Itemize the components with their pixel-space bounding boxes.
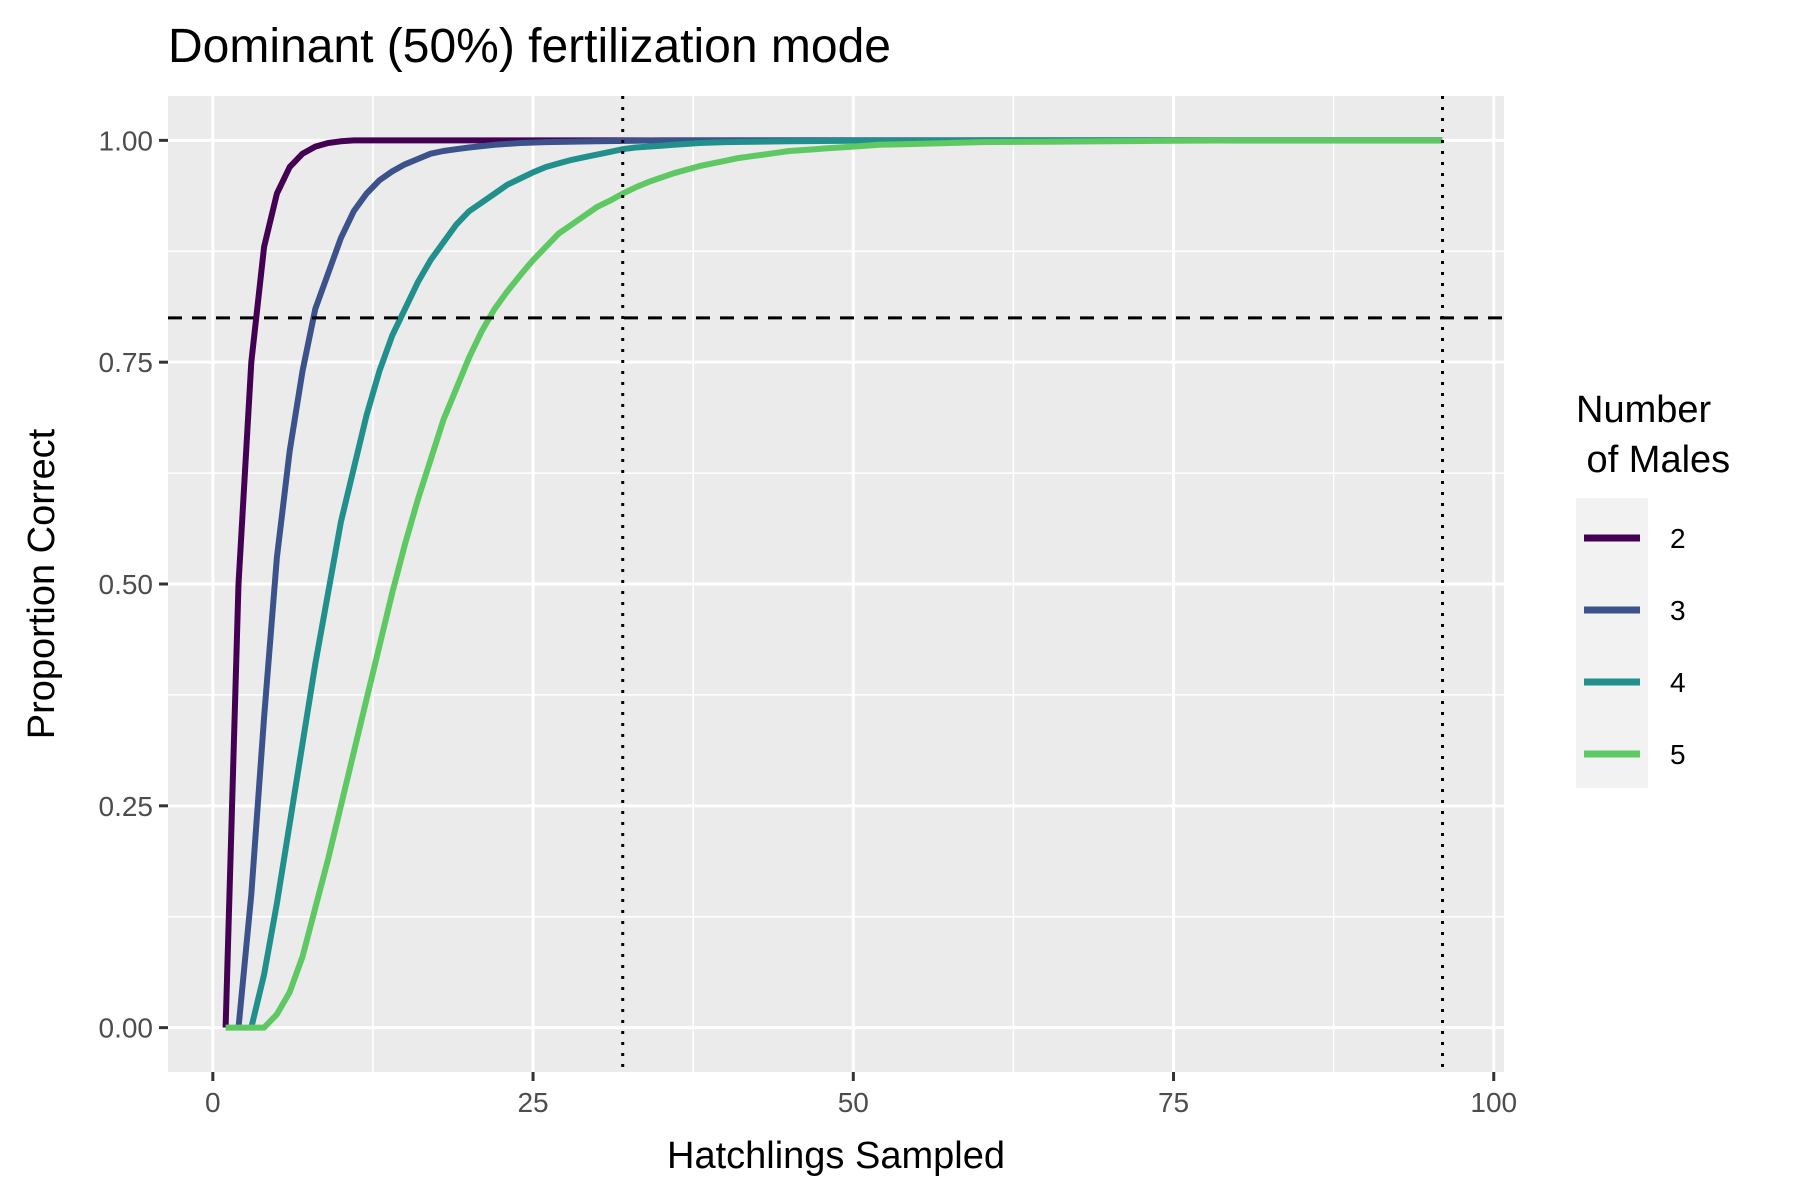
- series-line-4: [248, 137, 1443, 1029]
- x-tick-label: 100: [1470, 1087, 1517, 1118]
- legend-label-3: 3: [1670, 595, 1686, 626]
- y-tick-label: 0.25: [99, 791, 154, 822]
- y-tick-label: 0.50: [99, 569, 154, 600]
- legend-key-background: [1576, 498, 1648, 788]
- x-tick-label: 0: [205, 1087, 221, 1118]
- legend-title-line-1: Number: [1576, 389, 1711, 431]
- series-line-2: [222, 137, 1443, 1028]
- chart-title: Dominant (50%) fertilization mode: [168, 20, 891, 73]
- x-tick-labels: 0 25 50 75 100: [205, 1087, 1517, 1118]
- series-line-3: [235, 137, 1443, 1028]
- y-tick-label: 0.75: [99, 347, 154, 378]
- legend: Number of Males 2 3 4 5: [1576, 389, 1730, 788]
- y-tick-labels: 0.00 0.25 0.50 0.75 1.00: [99, 125, 154, 1043]
- axis-ticks: [159, 138, 1496, 1081]
- y-tick-label: 0.00: [99, 1013, 154, 1044]
- x-tick-label: 25: [517, 1087, 548, 1118]
- y-axis-title: Proportion Correct: [21, 428, 63, 739]
- x-tick-label: 50: [838, 1087, 869, 1118]
- x-axis-title: Hatchlings Sampled: [667, 1135, 1005, 1177]
- legend-title-line-2: of Males: [1576, 439, 1730, 481]
- series-line-5: [225, 137, 1443, 1031]
- legend-label-4: 4: [1670, 667, 1686, 698]
- reference-lines: [168, 96, 1504, 1072]
- legend-label-2: 2: [1670, 523, 1686, 554]
- legend-label-5: 5: [1670, 739, 1686, 770]
- series-lines: [222, 137, 1443, 1031]
- legend-items: 2 3 4 5: [1584, 523, 1686, 770]
- x-tick-label: 75: [1158, 1087, 1189, 1118]
- y-tick-label: 1.00: [99, 125, 154, 156]
